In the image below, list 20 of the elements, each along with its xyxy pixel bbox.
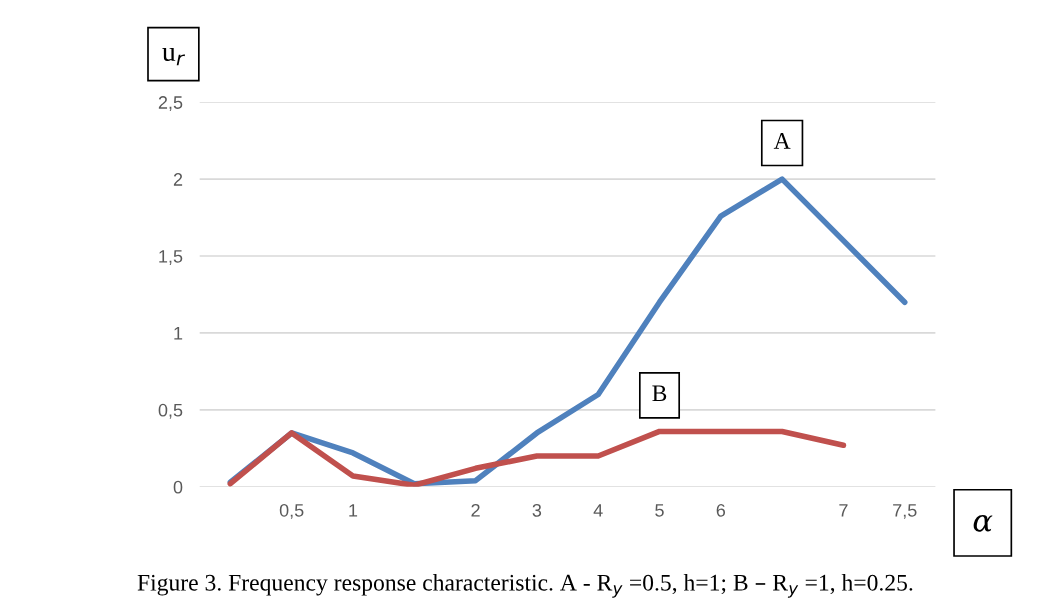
series-label: B bbox=[652, 385, 667, 402]
x-tick-label: 3 bbox=[532, 503, 542, 517]
y-tick-label: 1 bbox=[174, 327, 183, 340]
x-tick-label: 1 bbox=[349, 504, 358, 517]
x-tick-label: 6 bbox=[716, 503, 726, 517]
y-tick-label: 2 bbox=[173, 173, 183, 186]
y-tick-label: 0,5 bbox=[158, 403, 183, 419]
y-tick-label: 0 bbox=[173, 480, 183, 494]
x-tick-label: 5 bbox=[655, 504, 664, 517]
series-label: A bbox=[773, 133, 791, 149]
x-tick-label: 7,5 bbox=[893, 504, 917, 519]
y-tick-label: 2,5 bbox=[158, 96, 183, 112]
x-tick-label: 4 bbox=[593, 504, 603, 517]
x-axis-title: α bbox=[973, 515, 993, 532]
caption: Figure 3. Frequency response characteristic. A - R$_{y}$ =0.5, h=1; B – R$_{y}$ =1, h=0.25. bbox=[137, 574, 913, 598]
y-tick-label: 1,5 bbox=[159, 250, 183, 265]
x-tick-label: 2 bbox=[471, 503, 480, 517]
y-axis-title: u$_{r}$ bbox=[162, 47, 186, 66]
x-tick-label: 7 bbox=[839, 504, 848, 517]
x-tick-label: 0,5 bbox=[279, 503, 304, 519]
